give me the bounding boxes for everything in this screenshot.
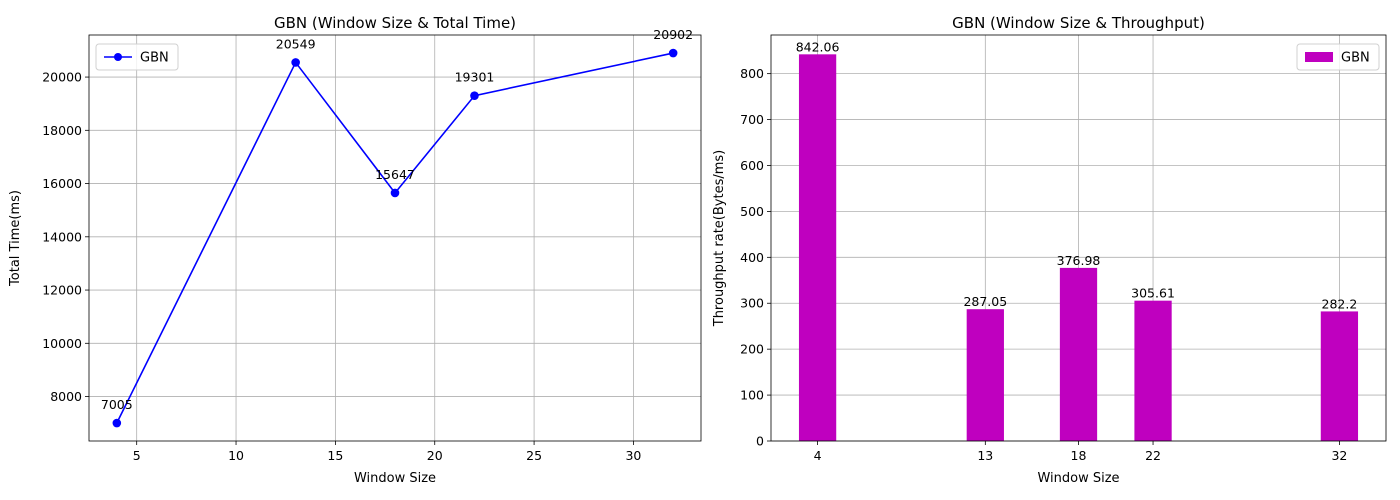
data-label: 287.05: [963, 294, 1007, 309]
data-point: [668, 48, 678, 58]
bar: [1134, 300, 1172, 441]
x-tick-label: 4: [814, 448, 822, 463]
x-tick-label: 20: [427, 448, 443, 463]
legend: GBN: [95, 43, 179, 71]
x-tick-label: 18: [1071, 448, 1087, 463]
data-point: [291, 58, 300, 67]
x-tick-label: 22: [1145, 448, 1161, 463]
plot-frame: [88, 34, 702, 442]
bar: [1059, 267, 1098, 441]
x-tick-label: 25: [526, 448, 542, 463]
data-label: 305.61: [1131, 286, 1175, 301]
x-axis-label: Window Size: [1037, 471, 1119, 486]
total-time-chart: 7005 20549 15647 19301 20902 5 10 15 20 25 30 8000…: [8, 14, 702, 486]
data-label: 376.98: [1057, 253, 1101, 268]
legend-swatch-marker: [114, 53, 122, 61]
y-tick-label: 500: [740, 204, 764, 219]
bar: [1320, 311, 1359, 441]
data-label: 282.2: [1322, 296, 1358, 311]
x-tick-label: 30: [625, 448, 641, 463]
x-axis-label: Window Size: [354, 471, 436, 486]
x-tick-label: 32: [1331, 448, 1347, 463]
chart-title: GBN (Window Size & Throughput): [952, 14, 1205, 32]
data-point: [470, 91, 479, 100]
legend-entry-label: GBN: [1341, 51, 1370, 66]
y-tick-label: 800: [740, 66, 764, 81]
data-label: 20549: [276, 36, 316, 51]
bar: [798, 54, 837, 441]
data-point: [112, 418, 122, 428]
y-axis-label: Total Time(ms): [8, 190, 23, 287]
y-tick-label: 18000: [42, 123, 82, 138]
throughput-chart: 842.06 287.05 376.98 305.61 282.2 4 13 18 22 32 0…: [712, 14, 1387, 486]
y-tick-label: 0: [756, 434, 764, 449]
legend-swatch-bar: [1305, 52, 1333, 62]
plot-frame: [770, 34, 1387, 442]
legend-box: [1296, 43, 1380, 71]
y-tick-label: 100: [740, 388, 764, 403]
y-tick-label: 12000: [42, 283, 82, 298]
data-label: 20902: [653, 27, 693, 42]
y-tick-label: 16000: [42, 176, 82, 191]
y-tick-label: 400: [740, 250, 764, 265]
data-label: 15647: [375, 167, 415, 182]
legend: GBN: [1296, 43, 1380, 71]
series-line: [116, 52, 674, 424]
legend-entry-label: GBN: [140, 51, 169, 66]
data-label: 842.06: [796, 39, 840, 54]
y-tick-label: 600: [740, 158, 764, 173]
x-tick-label: 10: [228, 448, 244, 463]
data-label: 7005: [101, 397, 133, 412]
y-axis-label: Throughput rate(Bytes/ms): [712, 150, 727, 328]
y-tick-label: 14000: [42, 229, 82, 244]
data-label: 19301: [455, 70, 495, 85]
data-point: [390, 188, 400, 198]
y-tick-label: 200: [740, 342, 764, 357]
legend-box: [95, 43, 179, 71]
bar: [966, 309, 1004, 441]
x-tick-label: 13: [977, 448, 993, 463]
x-tick-label: 15: [327, 448, 343, 463]
y-tick-label: 20000: [42, 70, 82, 85]
y-tick-label: 700: [740, 112, 764, 127]
y-tick-label: 8000: [50, 389, 82, 404]
y-tick-label: 10000: [42, 336, 82, 351]
chart-title: GBN (Window Size & Total Time): [274, 14, 516, 32]
x-tick-label: 5: [133, 448, 141, 463]
y-tick-label: 300: [740, 296, 764, 311]
